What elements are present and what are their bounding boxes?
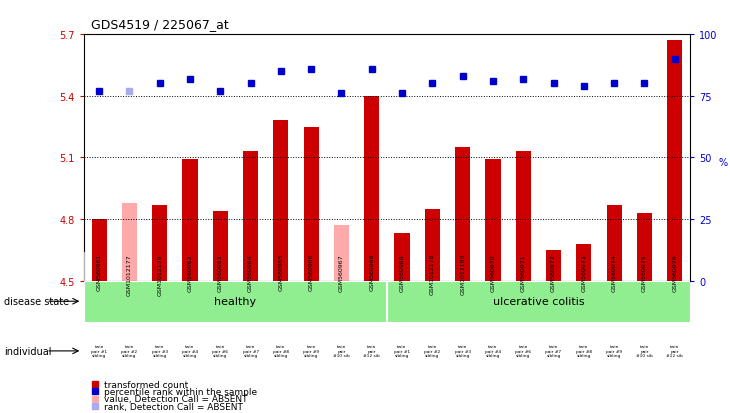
Bar bbox=[91, 219, 107, 281]
Text: GSM1012177: GSM1012177 bbox=[127, 254, 132, 295]
Text: value, Detection Call = ABSENT: value, Detection Call = ABSENT bbox=[104, 394, 248, 404]
Text: healthy: healthy bbox=[215, 297, 256, 306]
Text: twin
pair #4
sibling: twin pair #4 sibling bbox=[182, 344, 198, 358]
Text: twin
pair #9
sibling: twin pair #9 sibling bbox=[303, 344, 319, 358]
Text: GSM560961: GSM560961 bbox=[96, 254, 101, 291]
Bar bbox=[485, 160, 501, 281]
Text: GSM560963: GSM560963 bbox=[218, 254, 223, 291]
Bar bbox=[182, 160, 198, 281]
Bar bbox=[304, 127, 319, 281]
Text: disease state: disease state bbox=[4, 297, 69, 306]
Text: GSM560976: GSM560976 bbox=[672, 254, 677, 291]
Bar bbox=[212, 211, 228, 281]
Text: ulcerative colitis: ulcerative colitis bbox=[493, 297, 584, 306]
Text: twin
pair #7
sibling: twin pair #7 sibling bbox=[545, 344, 561, 358]
Bar bbox=[576, 244, 591, 281]
Text: GSM560966: GSM560966 bbox=[309, 254, 314, 291]
Bar bbox=[152, 205, 167, 281]
Text: twin
pair #1
sibling: twin pair #1 sibling bbox=[394, 344, 410, 358]
Bar bbox=[273, 121, 288, 281]
Bar bbox=[546, 250, 561, 281]
Text: GSM560970: GSM560970 bbox=[491, 254, 496, 291]
Text: GDS4519 / 225067_at: GDS4519 / 225067_at bbox=[91, 18, 229, 31]
Text: transformed count: transformed count bbox=[104, 380, 188, 389]
Text: twin
pair
#12 sib: twin pair #12 sib bbox=[666, 344, 683, 358]
Text: twin
pair #3
sibling: twin pair #3 sibling bbox=[455, 344, 471, 358]
Bar bbox=[607, 205, 622, 281]
Text: twin
pair
#10 sib: twin pair #10 sib bbox=[636, 344, 653, 358]
Bar bbox=[667, 41, 683, 281]
Text: twin
pair #6
sibling: twin pair #6 sibling bbox=[212, 344, 228, 358]
Text: twin
pair #1
sibling: twin pair #1 sibling bbox=[91, 344, 107, 358]
Text: twin
pair #3
sibling: twin pair #3 sibling bbox=[152, 344, 168, 358]
Text: twin
pair #8
sibling: twin pair #8 sibling bbox=[273, 344, 289, 358]
Text: GSM560962: GSM560962 bbox=[188, 254, 193, 291]
Text: twin
pair #7
sibling: twin pair #7 sibling bbox=[242, 344, 258, 358]
Text: GSM560972: GSM560972 bbox=[551, 254, 556, 291]
Bar bbox=[394, 234, 410, 281]
Text: twin
pair #6
sibling: twin pair #6 sibling bbox=[515, 344, 531, 358]
Y-axis label: %: % bbox=[718, 158, 727, 168]
Text: percentile rank within the sample: percentile rank within the sample bbox=[104, 387, 258, 396]
Bar bbox=[387, 281, 690, 322]
Bar bbox=[334, 225, 349, 281]
Text: GSM560971: GSM560971 bbox=[520, 254, 526, 291]
Bar bbox=[425, 209, 440, 281]
Bar bbox=[364, 97, 380, 281]
Text: GSM1012180: GSM1012180 bbox=[460, 254, 465, 294]
Text: GSM560974: GSM560974 bbox=[612, 254, 617, 291]
Text: individual: individual bbox=[4, 346, 51, 356]
Text: twin
pair
#12 sib: twin pair #12 sib bbox=[364, 344, 380, 358]
Text: twin
pair #2
sibling: twin pair #2 sibling bbox=[424, 344, 440, 358]
Text: GSM560975: GSM560975 bbox=[642, 254, 647, 291]
Text: rank, Detection Call = ABSENT: rank, Detection Call = ABSENT bbox=[104, 402, 243, 411]
Bar bbox=[84, 281, 387, 322]
Text: GSM1012179: GSM1012179 bbox=[157, 254, 162, 295]
Text: twin
pair #8
sibling: twin pair #8 sibling bbox=[576, 344, 592, 358]
Text: GSM560967: GSM560967 bbox=[339, 254, 344, 291]
Bar bbox=[455, 148, 470, 281]
Text: twin
pair #9
sibling: twin pair #9 sibling bbox=[606, 344, 622, 358]
Text: GSM560964: GSM560964 bbox=[248, 254, 253, 291]
Bar bbox=[515, 152, 531, 281]
Bar bbox=[243, 152, 258, 281]
Text: GSM1012178: GSM1012178 bbox=[430, 254, 435, 295]
Text: GSM560973: GSM560973 bbox=[581, 254, 586, 291]
Text: GSM560968: GSM560968 bbox=[369, 254, 374, 291]
Bar bbox=[637, 213, 652, 281]
Text: twin
pair
#10 sib: twin pair #10 sib bbox=[333, 344, 350, 358]
Bar bbox=[122, 203, 137, 281]
Text: GSM560965: GSM560965 bbox=[278, 254, 283, 291]
Text: twin
pair #4
sibling: twin pair #4 sibling bbox=[485, 344, 501, 358]
Text: GSM560969: GSM560969 bbox=[399, 254, 404, 291]
Text: twin
pair #2
sibling: twin pair #2 sibling bbox=[121, 344, 137, 358]
